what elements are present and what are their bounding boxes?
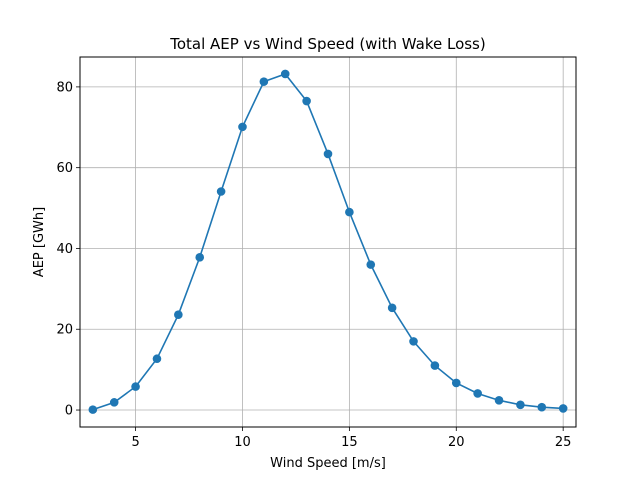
- y-tick-label: 40: [56, 242, 73, 257]
- x-tick-label: 15: [341, 435, 358, 450]
- data-point: [195, 253, 205, 262]
- data-point: [473, 389, 482, 398]
- y-tick-label: 20: [56, 323, 73, 338]
- data-point: [238, 122, 247, 132]
- x-tick-label: 20: [448, 435, 465, 450]
- data-point: [558, 404, 568, 413]
- data-point: [109, 398, 119, 407]
- data-point: [345, 207, 354, 217]
- data-point: [280, 69, 290, 79]
- data-point: [516, 400, 525, 410]
- data-point: [387, 303, 397, 313]
- axis-ticks: 5 10 15 20 25 0 20 40 60 80: [56, 80, 571, 450]
- x-tick-label: 5: [131, 435, 139, 450]
- y-tick-label: 80: [56, 80, 73, 95]
- data-point: [259, 77, 269, 86]
- series-line: [92, 73, 564, 411]
- data-point: [409, 337, 418, 346]
- plot-area: [79, 56, 577, 428]
- data-point: [323, 149, 333, 159]
- data-point: [494, 396, 504, 405]
- y-tick-label: 60: [56, 161, 73, 176]
- x-tick-label: 25: [555, 435, 572, 450]
- data-series: [88, 69, 568, 414]
- y-tick-label: 0: [65, 404, 73, 419]
- data-point: [131, 382, 140, 391]
- data-point: [451, 378, 461, 388]
- data-point: [152, 354, 162, 364]
- x-tick-label: 10: [234, 435, 251, 450]
- data-point: [366, 260, 376, 269]
- data-point: [174, 310, 183, 320]
- x-axis-label: Wind Speed [m/s]: [270, 456, 386, 471]
- data-point: [216, 187, 226, 196]
- data-point: [537, 402, 547, 412]
- data-point: [302, 96, 311, 106]
- y-axis-label: AEP [GWh]: [32, 207, 47, 277]
- chart-title: Total AEP vs Wind Speed (with Wake Loss): [169, 35, 485, 53]
- data-point: [88, 405, 98, 414]
- data-point: [430, 361, 440, 370]
- grid: [80, 57, 576, 427]
